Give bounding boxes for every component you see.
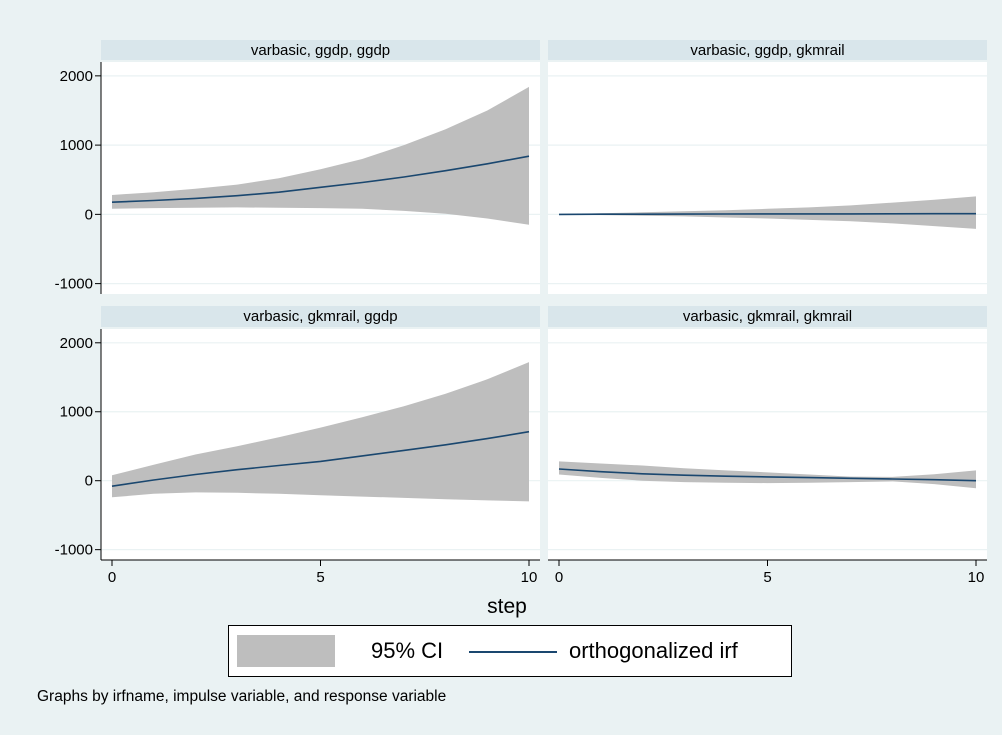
legend-ci-swatch <box>237 635 335 667</box>
panel-3-irf-line <box>111 430 530 487</box>
legend: 95% CI orthogonalized irf <box>228 625 792 677</box>
panel-3-y-tick-label: 2000 <box>60 335 93 352</box>
panel-2-irf-line <box>558 212 976 216</box>
panel-3-y-tick-label: -1000 <box>55 542 93 559</box>
panel-2-title: varbasic, ggdp, gkmrail <box>690 42 844 59</box>
x-axis-label: step <box>487 595 527 618</box>
panel-4-irf-line <box>558 468 977 482</box>
panel-1-y-tick-label: 0 <box>85 206 93 223</box>
figure-note: Graphs by irfname, impulse variable, and… <box>37 688 447 705</box>
panel-3-x-tick-label: 10 <box>521 569 538 586</box>
panel-1-ci-band <box>112 86 529 225</box>
panel-3-title: varbasic, gkmrail, ggdp <box>243 308 397 325</box>
panel-3-y-tick-label: 0 <box>85 473 93 490</box>
panel-2-title-strip <box>548 40 987 60</box>
panel-1-y-tick-label: 1000 <box>60 137 93 154</box>
panel-4-x-tick-label: 0 <box>555 569 563 586</box>
panel-1-title: varbasic, ggdp, ggdp <box>251 42 390 59</box>
panel-4-x-tick-label: 10 <box>968 569 985 586</box>
panel-3-x-tick-label: 5 <box>316 569 324 586</box>
panel-4-x-tick-label: 5 <box>763 569 771 586</box>
panel-1-irf-line <box>111 155 530 203</box>
panel-2-ci-band <box>559 196 976 229</box>
panel-3-x-tick-label: 0 <box>108 569 116 586</box>
panel-3-y-tick-label: 1000 <box>60 404 93 421</box>
panel-1-y-tick-label: 2000 <box>60 68 93 85</box>
panel-1-title-strip <box>101 40 540 60</box>
panel-4-title-strip <box>548 306 987 327</box>
legend-irf-line <box>469 651 557 653</box>
panel-3-ci-band <box>112 362 529 502</box>
legend-irf-label: orthogonalized irf <box>569 638 738 663</box>
panel-4-title: varbasic, gkmrail, gkmrail <box>683 308 852 325</box>
panel-2-plot-area <box>548 62 987 294</box>
panel-4-plot-area <box>548 329 987 560</box>
legend-ci-label: 95% CI <box>371 638 444 663</box>
panel-1-y-tick-label: -1000 <box>55 276 93 293</box>
panel-3-title-strip <box>101 306 540 327</box>
panel-4-ci-band <box>559 461 976 489</box>
